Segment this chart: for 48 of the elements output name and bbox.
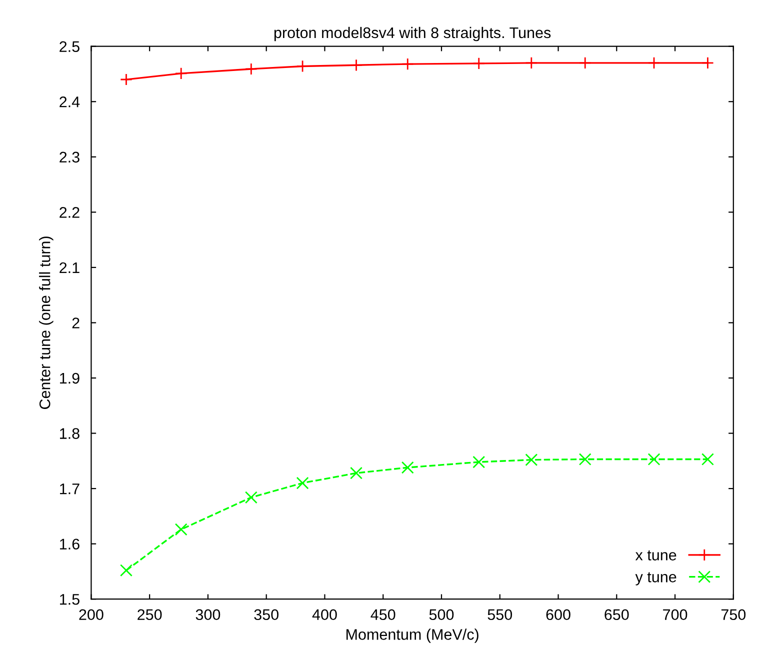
y-tick-label: 2.5 — [60, 41, 80, 52]
y-tick-label: 2.2 — [60, 207, 80, 218]
point — [120, 564, 132, 577]
point — [578, 56, 592, 70]
chart-title: proton model8sv4 with 8 straights. Tunes — [274, 26, 551, 42]
x-tick-label: 350 — [254, 609, 278, 620]
y-tick-label: 1.6 — [60, 538, 80, 550]
point — [120, 73, 132, 86]
x-tick-label: 400 — [312, 609, 337, 620]
y-tick-label: 2.1 — [60, 262, 80, 273]
point — [701, 453, 714, 466]
point — [648, 453, 660, 466]
point — [244, 491, 258, 504]
point — [525, 56, 538, 70]
point — [401, 58, 414, 70]
point — [578, 453, 592, 466]
x-tick-label: 600 — [546, 609, 570, 620]
point — [472, 456, 486, 468]
point — [296, 476, 309, 490]
point — [244, 62, 258, 76]
x-tick-label: 650 — [604, 609, 629, 620]
x-tick-label: 500 — [429, 609, 454, 620]
x-tick-label: 700 — [663, 609, 688, 620]
point — [472, 57, 486, 70]
point — [701, 56, 714, 70]
y-tick-label: 1.9 — [60, 372, 80, 384]
y-tick-label: 2.3 — [60, 152, 80, 163]
y-tick-label: 1.8 — [60, 428, 80, 439]
y-tick-label: 1.7 — [60, 484, 80, 494]
point — [401, 461, 414, 474]
point — [648, 56, 660, 70]
x-tick-label: 200 — [79, 609, 104, 620]
y-axis-title: Center tune (one full turn) — [39, 236, 54, 409]
legend-label: y tune — [635, 572, 676, 586]
y-tick-label: 2.4 — [60, 96, 80, 108]
point — [350, 466, 363, 480]
point — [174, 67, 188, 80]
point — [525, 454, 538, 466]
y-tick-label: 2 — [72, 318, 80, 328]
x-axis-title: Momentum (MeV/c) — [346, 628, 478, 643]
y-tick-label: 1.5 — [60, 594, 80, 605]
x-tick-label: 250 — [138, 609, 162, 620]
point — [174, 523, 188, 536]
x-tick-label: 450 — [370, 609, 396, 620]
legend-label: x tune — [635, 550, 676, 560]
x-tick-label: 300 — [196, 609, 220, 620]
x-tick-label: 550 — [488, 609, 512, 620]
x-tick-label: 750 — [721, 609, 746, 620]
